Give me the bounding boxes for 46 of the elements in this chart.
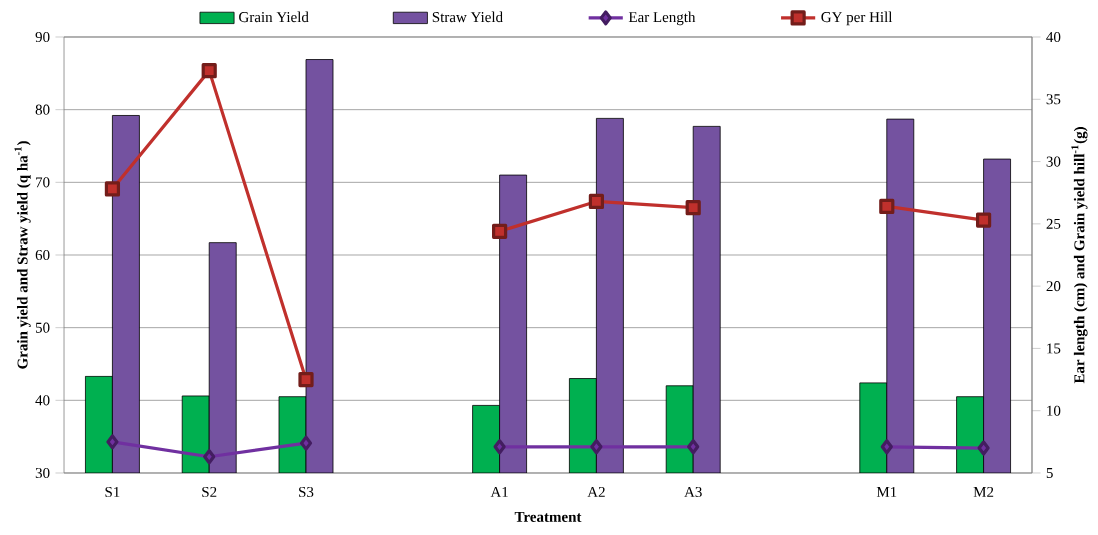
point [298,371,314,388]
y2-tick-label: 40 [1046,31,1061,43]
point [201,63,217,79]
point [879,198,895,215]
y-tick-label: 30 [35,467,50,479]
x-tick-label: S1 [105,486,120,498]
point [588,193,604,210]
y2-axis-title: Ear length (cm) and Grain yield hill$^{-1}$(g) [1071,127,1088,384]
x-tick-label: S2 [202,486,217,498]
point [685,200,701,216]
y2-tick-label: 10 [1047,405,1061,416]
point [104,181,121,197]
y2-tick-label: 35 [1046,94,1061,105]
y2-tick-label: 25 [1046,218,1061,229]
y-tick-label: 50 [35,322,50,333]
y2-tick-label: 30 [1046,156,1061,167]
legend-label: Ear Length [628,11,696,26]
point [203,449,216,465]
point [975,212,992,228]
x-tick-label: A2 [587,486,605,497]
legend-label: GY per Hill [821,11,893,26]
x-axis-title: Treatment [514,511,582,522]
y-tick-label: 60 [35,249,50,261]
y-axis-title: Grain yield and Straw yield (q ha$^{-1}$) [14,141,31,369]
point [977,440,990,456]
y-tick-label: 40 [35,395,50,406]
x-tick-label: M2 [973,486,994,497]
point [590,439,603,455]
point [492,223,508,239]
y-tick-label: 70 [36,177,50,188]
point [880,439,893,455]
y2-tick-label: 5 [1046,468,1053,478]
x-tick-label: A3 [684,486,702,498]
y-tick-label: 80 [35,104,50,115]
y2-tick-label: 15 [1047,343,1061,354]
x-tick-label: A1 [490,486,508,497]
x-tick-label: S3 [299,486,314,498]
y2-tick-label: 20 [1046,281,1061,292]
legend-label: Grain Yield [239,11,309,23]
x-tick-label: M1 [876,486,897,497]
point [493,439,506,455]
point [106,434,119,450]
y-tick-label: 90 [35,31,50,43]
point [687,439,700,455]
point [299,435,313,451]
legend-label: Straw Yield [432,11,503,23]
